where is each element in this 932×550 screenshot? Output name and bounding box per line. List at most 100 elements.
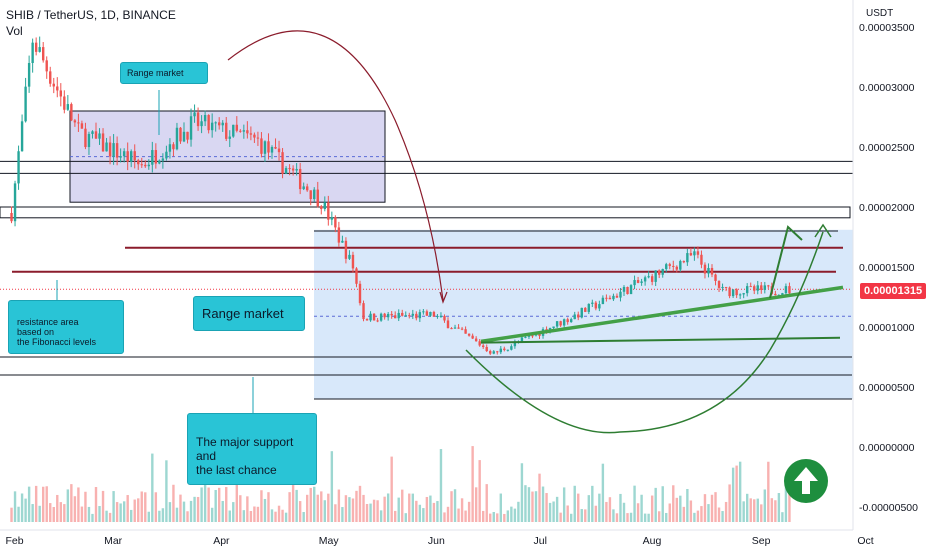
volume-bar: [682, 506, 686, 522]
candle-body: [464, 329, 467, 334]
range-box-mid: [314, 229, 853, 399]
resistance-callout[interactable]: resistance area based on the Fibonacci l…: [8, 300, 124, 354]
candle-body: [232, 124, 235, 137]
candle-body: [774, 293, 777, 296]
candle-body: [668, 264, 671, 266]
volume-bar: [232, 502, 235, 522]
candle-body: [559, 321, 562, 326]
candle-body: [73, 120, 77, 123]
candle-body: [700, 254, 703, 265]
candle-body: [703, 264, 707, 274]
volume-bar: [126, 495, 129, 522]
candle-body: [270, 146, 274, 153]
volume-bar: [415, 500, 418, 522]
candle-body: [650, 276, 654, 282]
volume-bar: [362, 494, 365, 522]
volume-bar: [503, 513, 506, 522]
volume-bar: [246, 496, 249, 522]
volume-bar: [478, 460, 481, 522]
candle-body: [295, 168, 298, 171]
volume-bar: [492, 511, 495, 522]
volume-bar: [506, 510, 510, 522]
support-callout[interactable]: The major support and the last chance: [187, 413, 317, 485]
projection-arrow: [814, 223, 832, 238]
candle-body: [513, 341, 517, 347]
volume-label: Vol: [6, 24, 23, 38]
arrow-up-icon: [794, 467, 818, 494]
candle-body: [460, 328, 464, 330]
volume-bars: [10, 445, 791, 522]
volume-bar: [531, 491, 534, 522]
volume-bar: [467, 501, 471, 522]
candle-body: [225, 122, 228, 139]
candle-body: [52, 83, 55, 87]
x-tick-label: Oct: [857, 535, 873, 547]
volume-bar: [59, 502, 62, 522]
volume-bar: [408, 493, 411, 522]
volume-bar: [510, 506, 513, 522]
volume-bar: [436, 501, 439, 522]
volume-bar: [538, 473, 541, 522]
x-tick-label: Apr: [213, 535, 230, 547]
volume-bar: [77, 487, 80, 522]
candle-body: [355, 268, 358, 284]
candle-body: [101, 133, 105, 152]
volume-bar: [196, 496, 200, 522]
candle-body: [415, 313, 418, 319]
volume-bar: [45, 486, 48, 522]
range-callout-mid[interactable]: Range market: [193, 296, 305, 331]
candle-body: [221, 122, 224, 126]
volume-bar: [397, 497, 400, 522]
candle-body: [608, 297, 612, 300]
range-callout-top[interactable]: Range market: [120, 62, 208, 84]
candle-body: [390, 313, 393, 316]
forecast-arc: [227, 30, 444, 301]
candle-body: [309, 190, 312, 200]
volume-bar: [330, 451, 334, 522]
support-trendline: [480, 336, 841, 344]
candle-body: [327, 202, 330, 220]
candle-body: [313, 189, 316, 200]
volume-bar: [27, 486, 31, 522]
volume-bar: [496, 513, 499, 522]
candle-body: [203, 115, 207, 122]
volume-bar: [119, 503, 122, 522]
candle-body: [626, 286, 629, 295]
volume-bar: [767, 461, 770, 522]
volume-bar: [98, 506, 101, 522]
volume-bar: [665, 512, 668, 522]
volume-bar: [696, 510, 700, 522]
candle-body: [710, 267, 714, 275]
current-price-text: 0.00001315: [864, 285, 923, 297]
volume-bar: [376, 500, 379, 522]
candle-body: [658, 270, 661, 275]
candle-body: [133, 151, 136, 161]
candle-body: [200, 121, 203, 127]
volume-bar: [460, 498, 464, 522]
candle-body: [746, 286, 749, 294]
candle-body: [570, 319, 573, 323]
up-arrow-button[interactable]: [784, 459, 828, 503]
candle-body: [281, 152, 284, 174]
candle-body: [742, 293, 745, 295]
x-tick-label: May: [319, 535, 340, 547]
candle-body: [594, 302, 598, 309]
volume-bar: [422, 508, 425, 522]
volume-bar: [52, 507, 55, 522]
volume-bar: [717, 507, 721, 522]
volume-bar: [774, 500, 777, 522]
volume-bar: [781, 512, 784, 522]
candle-body: [376, 320, 379, 322]
volume-bar: [10, 507, 13, 522]
candle-body: [689, 253, 693, 256]
candle-body: [84, 128, 87, 148]
candle-body: [242, 130, 246, 132]
candle-body: [394, 315, 397, 319]
volume-bar: [763, 489, 766, 522]
candle-body: [386, 313, 390, 318]
volume-bar: [351, 498, 355, 522]
volume-bar: [432, 502, 436, 522]
volume-bar: [591, 485, 594, 522]
candle-body: [179, 127, 182, 142]
